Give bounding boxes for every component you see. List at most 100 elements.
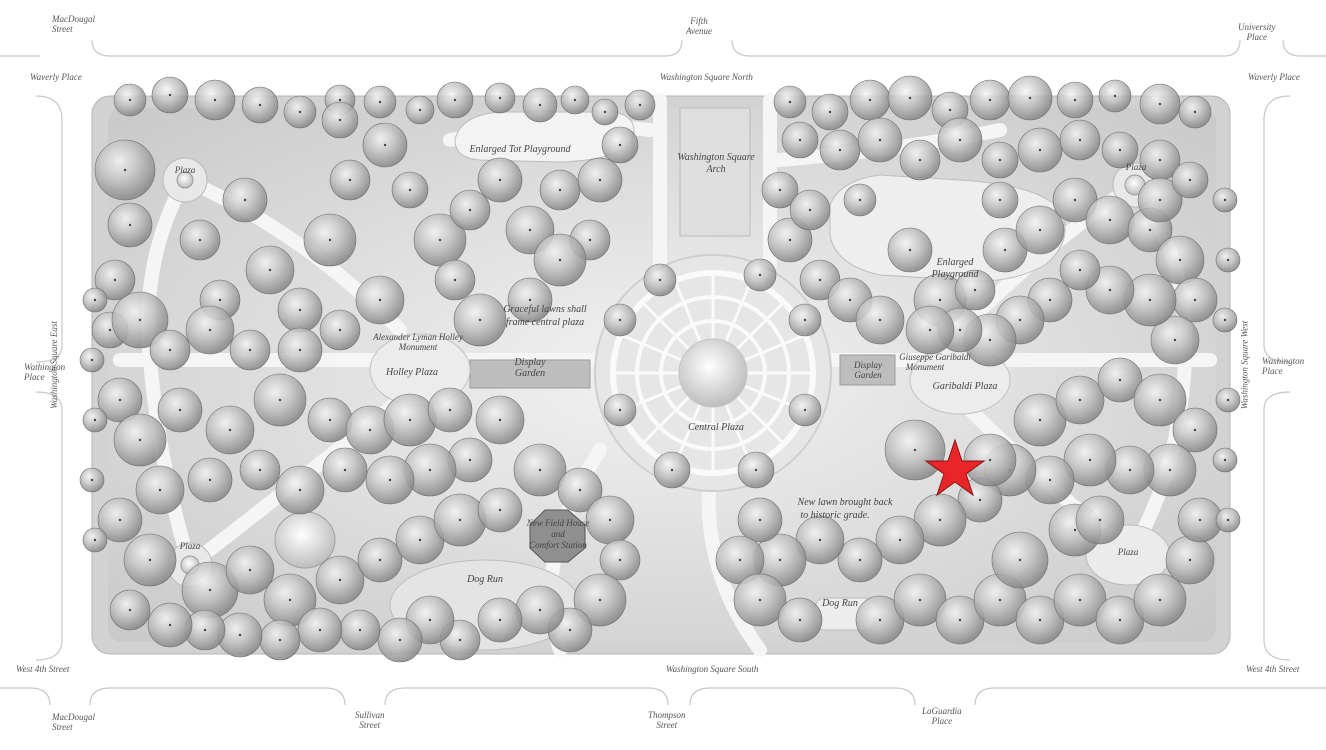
tree-trunk-dot bbox=[738, 558, 742, 562]
tree-trunk-dot bbox=[573, 98, 577, 102]
label-garibaldi-monument: Giuseppe Garibaldi Monument bbox=[899, 352, 971, 372]
tree-trunk-dot bbox=[598, 598, 602, 602]
label-enlarged-playground: Enlarged Playground bbox=[931, 257, 980, 280]
tree-trunk-dot bbox=[558, 188, 562, 192]
tree-trunk-dot bbox=[670, 468, 674, 472]
central-plaza bbox=[594, 254, 832, 492]
tree-trunk-dot bbox=[1226, 518, 1230, 522]
tree-trunk-dot bbox=[128, 608, 132, 612]
tree-trunk-dot bbox=[258, 468, 262, 472]
tree-trunk-dot bbox=[798, 618, 802, 622]
label-garibaldi-plaza: Garibaldi Plaza bbox=[933, 381, 998, 392]
tree-trunk-dot bbox=[928, 328, 932, 332]
tree-trunk-dot bbox=[1048, 298, 1052, 302]
tree-trunk-dot bbox=[788, 238, 792, 242]
label-plaza-se: Plaza bbox=[1117, 547, 1139, 557]
street-bottom-macdougal: MacDougal Street bbox=[52, 712, 95, 732]
label-holley-monument: Alexander Lyman Holley Monument bbox=[372, 332, 463, 352]
tree-trunk-dot bbox=[878, 138, 882, 142]
tree-trunk-dot bbox=[343, 468, 347, 472]
tree-trunk-dot bbox=[598, 178, 602, 182]
tree-trunk-dot bbox=[958, 618, 962, 622]
label-central-plaza: Central Plaza bbox=[688, 422, 744, 433]
street-curbs bbox=[0, 39, 1326, 706]
label-arch-l1: Washington Square bbox=[677, 152, 755, 163]
tree-trunk-dot bbox=[1188, 558, 1192, 562]
tree-trunk-dot bbox=[428, 618, 432, 622]
label-new-lawn: New lawn brought back to historic grade. bbox=[797, 497, 893, 521]
tree-trunk-dot bbox=[378, 100, 382, 104]
tree-trunk-dot bbox=[618, 558, 622, 562]
tree-trunk-dot bbox=[538, 608, 542, 612]
tree-trunk-dot bbox=[358, 628, 362, 632]
tree-trunk-dot bbox=[818, 278, 822, 282]
label-fh-l3: Comfort Station bbox=[529, 540, 587, 550]
street-thompson: Thompson Street bbox=[648, 710, 686, 730]
tree-trunk-dot bbox=[803, 408, 807, 412]
label-hm-l1: Alexander Lyman Holley bbox=[372, 332, 463, 342]
tree-trunk-dot bbox=[948, 108, 952, 112]
street-washington-place-right: Washington Place bbox=[1262, 356, 1305, 376]
label-display-garden-e: Display Garden bbox=[853, 360, 882, 380]
label-plaza-nw: Plaza bbox=[174, 165, 196, 175]
tree-trunk-dot bbox=[348, 178, 352, 182]
trees-layer bbox=[79, 75, 1241, 663]
tree-trunk-dot bbox=[298, 110, 302, 114]
tree-trunk-dot bbox=[468, 208, 472, 212]
tree-trunk-dot bbox=[138, 318, 142, 322]
tree-trunk-dot bbox=[528, 228, 532, 232]
tree-trunk-dot bbox=[1073, 98, 1077, 102]
tree-trunk-dot bbox=[498, 418, 502, 422]
label-dgw-l2: Garden bbox=[515, 368, 545, 379]
tree-trunk-dot bbox=[838, 148, 842, 152]
tree-trunk-dot bbox=[1188, 178, 1192, 182]
tree-trunk-dot bbox=[1038, 148, 1042, 152]
tree-trunk-dot bbox=[368, 428, 372, 432]
tree-trunk-dot bbox=[958, 328, 962, 332]
label-nl-l2: to historic grade. bbox=[800, 510, 869, 521]
label-hm-l2: Monument bbox=[398, 342, 438, 352]
tree-trunk-dot bbox=[988, 338, 992, 342]
tree-trunk-dot bbox=[1118, 148, 1122, 152]
tree-trunk-dot bbox=[218, 298, 222, 302]
tree-trunk-dot bbox=[338, 118, 342, 122]
street-fifth-avenue: Fifth Avenue bbox=[686, 16, 712, 36]
tree-trunk-dot bbox=[1003, 248, 1007, 252]
tree-trunk-dot bbox=[798, 138, 802, 142]
label-ep-l2: Playground bbox=[931, 269, 980, 280]
tree-trunk-dot bbox=[238, 633, 242, 637]
tree-trunk-dot bbox=[298, 348, 302, 352]
tree-trunk-dot bbox=[778, 558, 782, 562]
tree-trunk-dot bbox=[1048, 478, 1052, 482]
tree-trunk-dot bbox=[1078, 138, 1082, 142]
label-gl-l1: Graceful lawns shall bbox=[503, 304, 587, 315]
tree-trunk-dot bbox=[988, 98, 992, 102]
tree-trunk-dot bbox=[898, 538, 902, 542]
street-washington-place-left: Wathington Place bbox=[24, 362, 66, 382]
tree-trunk-dot bbox=[1018, 318, 1022, 322]
tree-trunk-dot bbox=[498, 96, 502, 100]
display-garden-east bbox=[839, 354, 896, 386]
tree-trunk-dot bbox=[1108, 218, 1112, 222]
tree-trunk-dot bbox=[588, 238, 592, 242]
tree-trunk-dot bbox=[528, 298, 532, 302]
tree-trunk-dot bbox=[538, 103, 542, 107]
tree-trunk-dot bbox=[113, 278, 117, 282]
label-arch-l2: Arch bbox=[705, 164, 725, 175]
street-university-place: University Place bbox=[1238, 22, 1276, 42]
tree-trunk-dot bbox=[908, 248, 912, 252]
label-fh-l1: New Field House bbox=[526, 518, 590, 528]
street-sullivan: Sullivan Street bbox=[355, 710, 385, 730]
tree-trunk-dot bbox=[1078, 398, 1082, 402]
tree-trunk-dot bbox=[754, 468, 758, 472]
label-gm-l1: Giuseppe Garibaldi bbox=[899, 352, 971, 362]
tree-trunk-dot bbox=[278, 638, 282, 642]
tree-trunk-dot bbox=[918, 598, 922, 602]
tree-trunk-dot bbox=[1178, 258, 1182, 262]
tree-trunk-dot bbox=[1158, 102, 1162, 106]
tree-trunk-dot bbox=[398, 638, 402, 642]
street-wsq-south: Washington Square South bbox=[666, 664, 759, 674]
label-dog-run-e: Dog Run bbox=[821, 598, 858, 609]
street-west4-right: West 4th Street bbox=[1246, 664, 1300, 674]
tree-trunk-dot bbox=[438, 238, 442, 242]
